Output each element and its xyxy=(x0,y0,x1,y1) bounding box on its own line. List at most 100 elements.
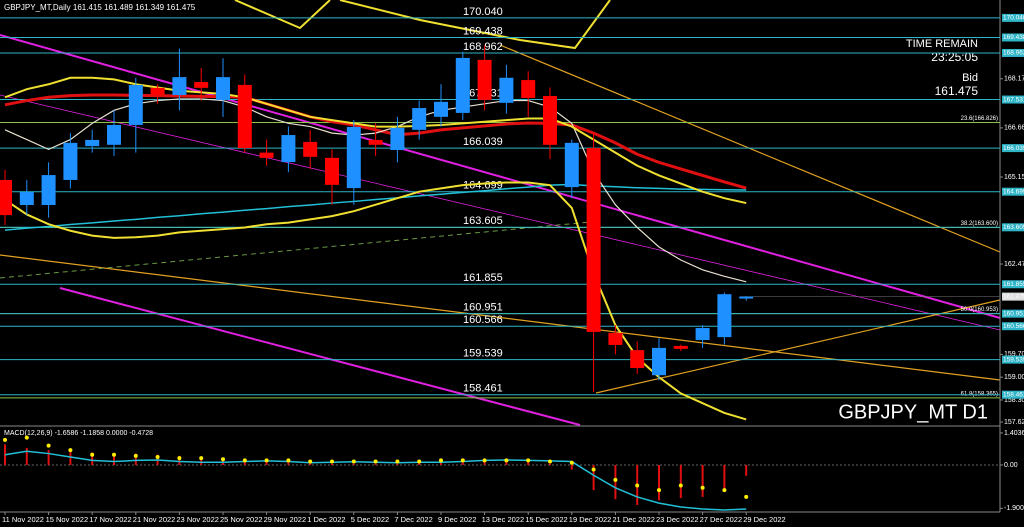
macd-signal-dot xyxy=(286,458,291,463)
level-tag xyxy=(1002,280,1024,289)
x-tick-label: 19 Dec 2022 xyxy=(569,515,612,524)
candle-body xyxy=(390,127,405,151)
macd-signal-dot xyxy=(308,459,313,464)
macd-signal-dot xyxy=(242,458,247,463)
candle-body xyxy=(412,108,427,130)
candle-body xyxy=(150,87,165,96)
candle-body xyxy=(652,347,666,376)
macd-signal-dot xyxy=(460,458,465,463)
level-tag xyxy=(1002,355,1024,364)
x-tick-label: 13 Dec 2022 xyxy=(482,515,525,524)
candle-body xyxy=(739,296,754,299)
macd-signal-dot xyxy=(548,459,552,464)
x-tick-label: 7 Dec 2022 xyxy=(394,515,432,524)
x-tick-label: 23 Nov 2022 xyxy=(176,515,219,524)
chart-title: GBPJPY_MT D1 xyxy=(838,401,988,423)
candle-body xyxy=(0,179,12,216)
level-label: 160.566 xyxy=(463,314,503,326)
macd-tick-label: -1.9005 xyxy=(1004,505,1024,512)
x-tick-label: 11 Nov 2022 xyxy=(2,515,44,524)
macd-signal-dot xyxy=(526,458,531,463)
macd-signal-dot xyxy=(155,454,160,459)
level-label: 169.438 xyxy=(463,25,503,37)
fib-label: 38.2(163.600) xyxy=(961,221,998,227)
trend-line xyxy=(59,287,581,426)
macd-signal-dot xyxy=(439,458,443,463)
macd-signal-dot xyxy=(3,437,7,442)
macd-signal-dot xyxy=(221,457,225,462)
candle-body xyxy=(281,135,296,163)
macd-signal-dot xyxy=(133,453,138,458)
macd-signal-dot xyxy=(24,435,29,440)
macd-signal-dot xyxy=(569,460,574,465)
x-tick-label: 27 Dec 2022 xyxy=(700,515,743,524)
level-tag xyxy=(1002,33,1024,42)
candle-body xyxy=(630,350,645,369)
level-tag-label: 159.539 xyxy=(1003,356,1024,363)
level-tag xyxy=(1002,48,1024,57)
level-tag xyxy=(1002,309,1024,318)
candle-body xyxy=(216,77,230,100)
macd-signal-dot xyxy=(700,485,705,490)
macd-signal-dot xyxy=(264,458,269,463)
y-tick-label: 162.476 xyxy=(1004,261,1024,268)
level-label: 170.040 xyxy=(463,6,503,18)
moving-average xyxy=(4,183,747,231)
level-label: 160.951 xyxy=(463,302,503,314)
level-tag-label: 169.438 xyxy=(1003,34,1024,41)
candle-body xyxy=(673,345,688,349)
candle-body xyxy=(521,80,536,98)
level-tag-label: 168.962 xyxy=(1003,50,1024,57)
macd-signal-dot xyxy=(635,483,640,488)
bid-tag xyxy=(1002,292,1024,301)
macd-signal-dot xyxy=(744,494,749,499)
candle-body xyxy=(608,332,623,345)
candle-body xyxy=(41,175,56,206)
level-tag xyxy=(1002,95,1024,104)
macd-tick-label: 1.4036 xyxy=(1004,430,1024,437)
macd-signal-dot xyxy=(112,452,116,457)
x-tick-label: 29 Nov 2022 xyxy=(264,515,307,524)
candle-body xyxy=(194,82,209,88)
level-tag-label: 166.039 xyxy=(1003,145,1024,152)
y-tick-label: 168.170 xyxy=(1004,76,1024,83)
y-tick-label: 159.000 xyxy=(1004,374,1024,381)
trend-line xyxy=(0,34,1001,319)
trend-line xyxy=(595,299,1001,394)
level-tag-label: 160.566 xyxy=(1003,323,1024,330)
x-tick-label: 5 Dec 2022 xyxy=(351,515,389,524)
x-tick-label: 1 Dec 2022 xyxy=(307,515,345,524)
level-tag xyxy=(1002,322,1024,331)
macd-signal-dot xyxy=(722,488,727,493)
macd-signal-dot xyxy=(46,443,51,448)
band-line xyxy=(234,0,331,30)
bid-label: Bid xyxy=(962,72,978,84)
macd-signal-dot xyxy=(90,452,95,457)
candle-body xyxy=(564,142,579,188)
level-tag-label: 167.531 xyxy=(1003,96,1024,103)
level-tag xyxy=(1002,144,1024,153)
candle-body xyxy=(172,77,187,96)
bid-tag-label: 161.475 xyxy=(1003,293,1024,300)
x-tick-label: 15 Dec 2022 xyxy=(525,515,568,524)
trend-line xyxy=(0,94,1001,331)
x-tick-label: 17 Nov 2022 xyxy=(89,515,132,524)
macd-signal-dot xyxy=(678,483,683,488)
candle-body xyxy=(455,57,470,113)
y-tick-label: 166.660 xyxy=(1004,125,1024,132)
level-label: 159.539 xyxy=(463,348,503,360)
y-tick-label: 159.700 xyxy=(1004,351,1024,358)
macd-signal-dot xyxy=(199,456,204,461)
candle-body xyxy=(499,77,514,103)
level-tag-label: 161.855 xyxy=(1003,281,1024,288)
macd-signal-dot xyxy=(351,459,356,464)
level-tag-label: 163.605 xyxy=(1003,224,1024,231)
macd-signal-dot xyxy=(504,458,509,463)
time-remain-label: TIME REMAIN xyxy=(906,38,978,50)
candle-body xyxy=(19,191,34,206)
candle-body xyxy=(586,148,601,332)
level-tag-label: 164.699 xyxy=(1003,188,1024,195)
fib-label: 50.0(160.953) xyxy=(961,307,998,313)
x-tick-label: 9 Dec 2022 xyxy=(438,515,476,524)
